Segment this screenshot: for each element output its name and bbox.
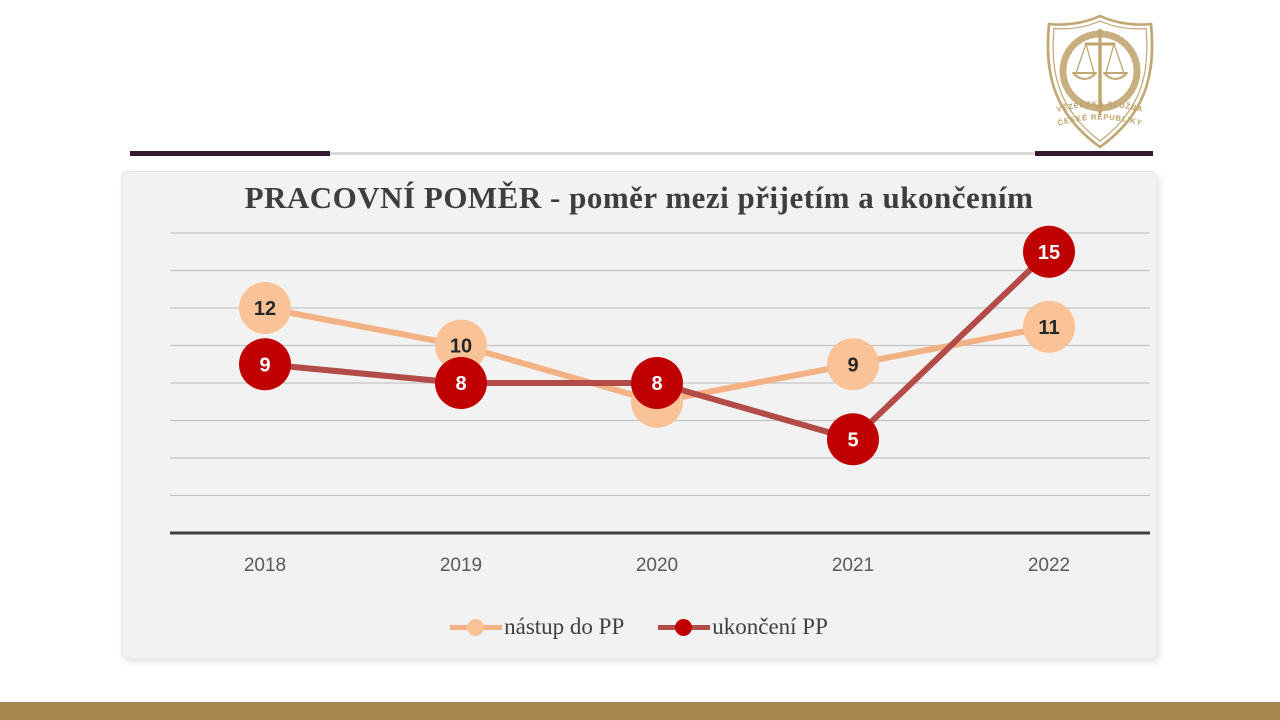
svg-text:5: 5 <box>847 429 858 451</box>
bottom-accent-bar <box>0 702 1280 720</box>
shield-outline-inner <box>1052 20 1148 142</box>
legend-item-ukonceni-pp: ukončení PP <box>658 614 828 640</box>
svg-text:2022: 2022 <box>1028 555 1070 576</box>
svg-text:ČESKÉ REPUBLIKY: ČESKÉ REPUBLIKY <box>1057 112 1144 127</box>
svg-text:2021: 2021 <box>832 555 874 576</box>
logo-text-line2: ČESKÉ REPUBLIKY <box>1057 112 1143 127</box>
scale-pan-right <box>1103 72 1128 80</box>
prison-service-logo: VĚZEŇSKÁ SLUŽBA ČESKÉ REPUBLIKY <box>1046 14 1154 149</box>
svg-text:8: 8 <box>455 373 466 395</box>
svg-text:9: 9 <box>259 354 270 376</box>
scale-strings-left <box>1075 43 1095 74</box>
sword-tip <box>1096 106 1104 117</box>
svg-text:9: 9 <box>847 354 858 376</box>
scale-strings-right <box>1105 43 1125 74</box>
svg-text:8: 8 <box>651 373 662 395</box>
svg-text:12: 12 <box>254 298 276 320</box>
legend-marker-ukonceni-icon <box>658 618 711 636</box>
legend-label-nastup: nástup do PP <box>504 614 625 639</box>
sword-pommel <box>1097 28 1103 35</box>
chart-legend: nástup do PP ukončení PP <box>122 610 1156 644</box>
svg-text:10: 10 <box>450 336 472 358</box>
shield-outline-outer <box>1046 14 1154 149</box>
scale-pan-left <box>1072 72 1097 80</box>
accent-rule-right <box>1035 151 1153 156</box>
chart-panel: PRACOVNÍ POMĚR - poměr mezi přijetím a u… <box>122 172 1156 658</box>
legend-item-nastup-do-pp: nástup do PP <box>450 614 624 640</box>
chart-title: PRACOVNÍ POMĚR - poměr mezi přijetím a u… <box>244 180 1034 215</box>
svg-text:2018: 2018 <box>244 555 286 576</box>
svg-text:15: 15 <box>1038 242 1060 264</box>
legend-label-ukonceni: ukončení PP <box>712 614 828 639</box>
svg-text:2020: 2020 <box>636 555 678 576</box>
accent-rule-left <box>130 151 330 156</box>
svg-text:11: 11 <box>1038 317 1059 339</box>
svg-text:2019: 2019 <box>440 555 482 576</box>
legend-marker-nastup-icon <box>450 618 503 636</box>
accent-rule-middle <box>330 152 1035 155</box>
line-chart: 2018201920202021202212107911988515 <box>170 225 1150 576</box>
